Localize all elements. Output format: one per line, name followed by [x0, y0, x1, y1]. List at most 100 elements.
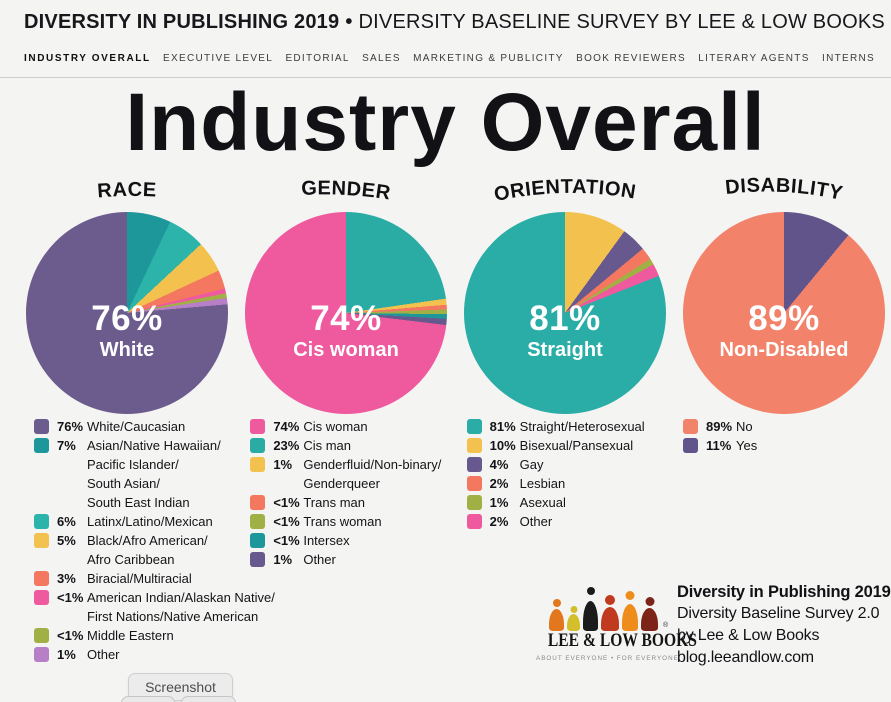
- legend-label: Trans woman: [303, 514, 382, 529]
- partial-toolbar-button-2[interactable]: [181, 696, 236, 702]
- masthead-subtitle: DIVERSITY BASELINE SURVEY BY LEE & LOW B…: [358, 11, 885, 33]
- publisher-logo-figures: [549, 585, 658, 631]
- person-silhouette-icon: [549, 599, 564, 631]
- pie-orientation: 81% Straight: [464, 212, 666, 414]
- legend-label: Asexual: [519, 495, 566, 510]
- svg-text:DISABILITY: DISABILITY: [723, 172, 845, 205]
- legend-label: Black/Afro American/Afro Caribbean: [87, 533, 208, 567]
- legend-label: Bisexual/Pansexual: [519, 438, 634, 453]
- pie-orientation-circle: [464, 212, 666, 414]
- person-body: [583, 601, 598, 631]
- person-silhouette-icon: [583, 587, 598, 631]
- legend-item: 89% No: [682, 417, 885, 436]
- legend-pct: <1%: [273, 533, 300, 548]
- nav-item-industry-overall: INDUSTRY OVERALL: [24, 53, 151, 64]
- legend-item: <1% Middle Eastern: [34, 626, 236, 645]
- nav-item-executive-level: EXECUTIVE LEVEL: [163, 53, 274, 64]
- legend-item: 4% Gay: [466, 455, 669, 474]
- pie-disability-center-label: 89% Non-Disabled: [683, 298, 885, 361]
- legend-label: Other: [303, 552, 336, 567]
- legend-pct: 1%: [273, 457, 293, 472]
- legend-label: Other: [519, 514, 553, 529]
- legend-item: 1% Other: [34, 645, 236, 664]
- legend-swatch: [250, 552, 266, 567]
- pie-race-center-label: 76% White: [26, 298, 228, 361]
- chart-disability: DISABILITY 89% Non-Disabled: [683, 170, 885, 414]
- pie-race-sublabel: White: [99, 338, 155, 361]
- person-body: [549, 609, 564, 631]
- legend-swatch: [34, 419, 49, 434]
- pie-gender: 74% Cis woman: [245, 212, 447, 414]
- legend-swatch: [250, 533, 266, 548]
- masthead-title: DIVERSITY IN PUBLISHING 2019: [24, 11, 340, 33]
- svg-text:GENDER: GENDER: [300, 176, 393, 205]
- legend-pct: <1%: [57, 590, 84, 605]
- pie-orientation-value: 81%: [529, 298, 601, 338]
- legend-swatch: [34, 647, 49, 662]
- legend-pct: <1%: [57, 628, 84, 643]
- section-nav: INDUSTRY OVERALL EXECUTIVE LEVEL EDITORIAL…: [24, 53, 875, 64]
- person-body: [567, 614, 580, 631]
- legend-swatch: [466, 495, 482, 510]
- pie-orientation-center-label: 81% Straight: [464, 298, 666, 361]
- credit-publisher: by Lee & Low Books: [677, 627, 820, 644]
- person-head: [605, 595, 615, 605]
- page-title: Industry Overall: [125, 77, 766, 168]
- pie-race-circle: [26, 212, 228, 414]
- legend-label: Cis man: [303, 438, 352, 453]
- chart-title-gender: GENDER: [300, 176, 393, 205]
- legend-swatch: [682, 438, 698, 453]
- pie-gender-sublabel: Cis woman: [293, 338, 399, 361]
- legend-disability: 89% No 11% Yes: [675, 417, 885, 664]
- partial-toolbar-button-1[interactable]: [121, 696, 175, 702]
- legend-pct: 1%: [273, 552, 293, 567]
- chart-title-race: RACE: [97, 178, 158, 202]
- legend-swatch: [466, 476, 482, 491]
- legend-item: <1% Trans man: [250, 493, 452, 512]
- legend-pct: <1%: [273, 495, 300, 510]
- legend-pct: 4%: [489, 457, 509, 472]
- person-body: [622, 603, 638, 631]
- legend-label: Lesbian: [519, 476, 566, 491]
- legend-label: Asian/Native Hawaiian/Pacific Islander/S…: [87, 438, 221, 510]
- person-silhouette-icon: [641, 597, 658, 631]
- legend-swatch: [250, 438, 266, 453]
- pie-race-value: 76%: [91, 298, 163, 338]
- legend-swatch: [466, 514, 482, 529]
- legend-item: 1% Genderfluid/Non-binary/Genderqueer: [250, 455, 452, 493]
- legend-swatch: [466, 438, 482, 453]
- masthead: DIVERSITY IN PUBLISHING 2019 • DIVERSITY B…: [24, 11, 885, 34]
- legend-label: No: [735, 419, 753, 434]
- publisher-logo-tagline: ABOUT EVERYONE • FOR EVERYONE: [536, 655, 679, 662]
- legend-pct: 11%: [705, 438, 732, 453]
- svg-text:RACE: RACE: [97, 178, 158, 202]
- legend-item: <1% Intersex: [250, 531, 452, 550]
- nav-item-literary-agents: LITERARY AGENTS: [698, 53, 810, 64]
- legend-pct: 10%: [489, 438, 516, 453]
- legend-item: 6% Latinx/Latino/Mexican: [34, 512, 236, 531]
- legend-pct: 1%: [489, 495, 509, 510]
- screenshot-tooltip[interactable]: Screenshot: [128, 673, 233, 701]
- legend-swatch: [250, 457, 266, 472]
- legend-item: 74% Cis woman: [250, 417, 452, 436]
- legend-pct: <1%: [273, 514, 300, 529]
- legend-swatch: [250, 495, 266, 510]
- person-body: [601, 606, 619, 631]
- nav-item-marketing-publicity: MARKETING & PUBLICITY: [413, 53, 564, 64]
- pie-disability: 89% Non-Disabled: [683, 212, 885, 414]
- legend-label: Latinx/Latino/Mexican: [87, 514, 213, 529]
- legend-label: Straight/Heterosexual: [519, 419, 645, 434]
- pie-disability-value: 89%: [748, 298, 820, 338]
- legend-item: 1% Asexual: [466, 493, 669, 512]
- pie-disability-sublabel: Non-Disabled: [719, 338, 849, 361]
- legend-pct: 76%: [57, 419, 84, 434]
- legend-item: 1% Other: [250, 550, 452, 569]
- nav-item-book-reviewers: BOOK REVIEWERS: [576, 53, 686, 64]
- nav-divider: [0, 77, 891, 78]
- legend-item: 81% Straight/Heterosexual: [466, 417, 669, 436]
- pie-race: 76% White: [26, 212, 228, 414]
- person-silhouette-icon: [567, 606, 580, 631]
- legend-swatch: [34, 438, 49, 453]
- legend-pct: 89%: [705, 419, 733, 434]
- legend-swatch: [466, 419, 482, 434]
